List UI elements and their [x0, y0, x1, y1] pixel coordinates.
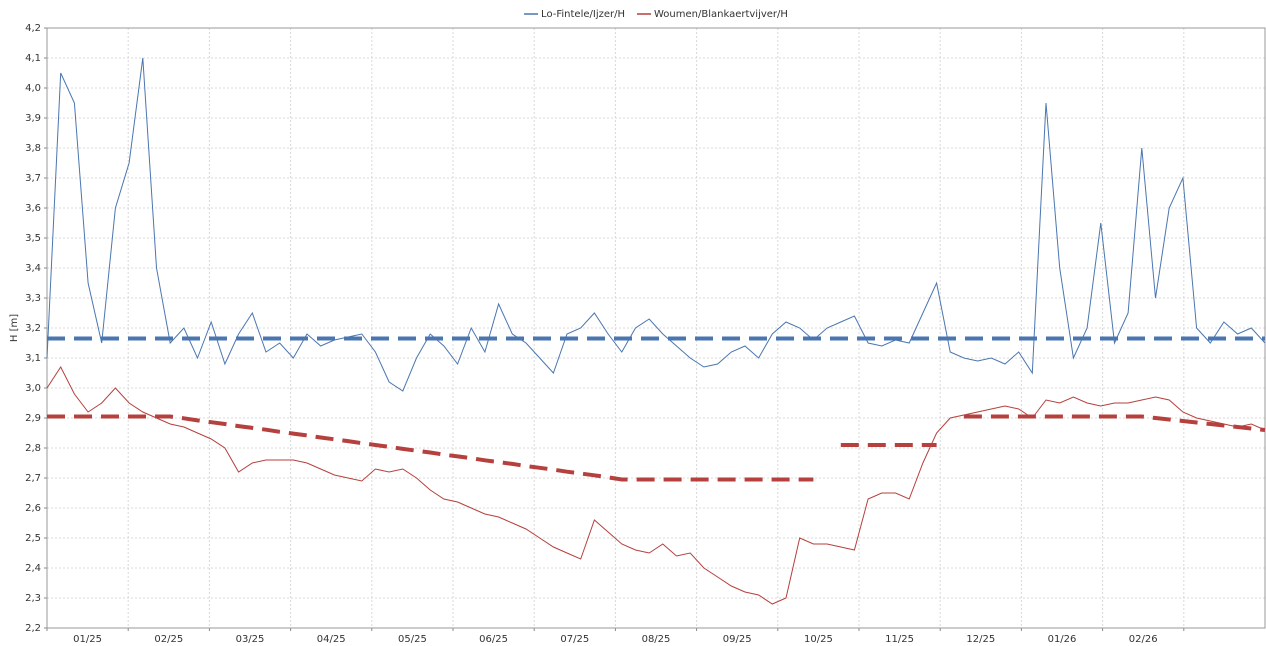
y-tick-label: 4,1 — [25, 53, 41, 64]
y-tick-label: 3,3 — [25, 293, 41, 304]
legend-label: Lo-Fintele/Ijzer/H — [541, 9, 625, 20]
x-tick-label: 01/25 — [73, 634, 102, 645]
x-tick-label: 08/25 — [642, 634, 671, 645]
legend-label: Woumen/Blankaertvijver/H — [654, 9, 788, 20]
x-tick-label: 02/25 — [154, 634, 183, 645]
y-tick-label: 3,7 — [25, 173, 41, 184]
plot-frame — [46, 27, 1266, 629]
x-tick-label: 04/25 — [317, 634, 346, 645]
y-tick-label: 2,9 — [25, 413, 41, 424]
x-tick-label: 05/25 — [398, 634, 427, 645]
y-tick-label: 3,8 — [25, 143, 41, 154]
x-tick-label: 01/26 — [1048, 634, 1077, 645]
y-tick-label: 3,6 — [25, 203, 41, 214]
y-tick-label: 2,5 — [25, 533, 41, 544]
x-tick-label: 10/25 — [804, 634, 833, 645]
y-tick-label: 2,4 — [25, 563, 41, 574]
x-tick-label: 07/25 — [560, 634, 589, 645]
y-tick-label: 2,3 — [25, 593, 41, 604]
y-tick-label: 3,4 — [25, 263, 41, 274]
x-tick-label: 03/25 — [236, 634, 265, 645]
y-tick-label: 4,2 — [25, 23, 41, 34]
series-line — [46, 366, 1266, 605]
y-tick-label: 2,2 — [25, 623, 41, 634]
y-tick-label: 3,5 — [25, 233, 41, 244]
y-tick-label: 2,7 — [25, 473, 41, 484]
y-tick-label: 2,8 — [25, 443, 41, 454]
x-tick-label: 11/25 — [885, 634, 914, 645]
y-axis-label: H [m] — [9, 314, 20, 342]
x-tick-label: 02/26 — [1129, 634, 1158, 645]
x-tick-label: 06/25 — [479, 634, 508, 645]
reference-line — [47, 414, 1266, 482]
x-tick-label: 09/25 — [723, 634, 752, 645]
series-line — [46, 57, 1266, 392]
y-tick-label: 4,0 — [25, 83, 41, 94]
y-tick-label: 3,2 — [25, 323, 41, 334]
x-tick-label: 12/25 — [966, 634, 995, 645]
y-tick-label: 2,6 — [25, 503, 41, 514]
y-tick-label: 3,0 — [25, 383, 41, 394]
y-tick-label: 3,1 — [25, 353, 41, 364]
y-tick-label: 3,9 — [25, 113, 41, 124]
